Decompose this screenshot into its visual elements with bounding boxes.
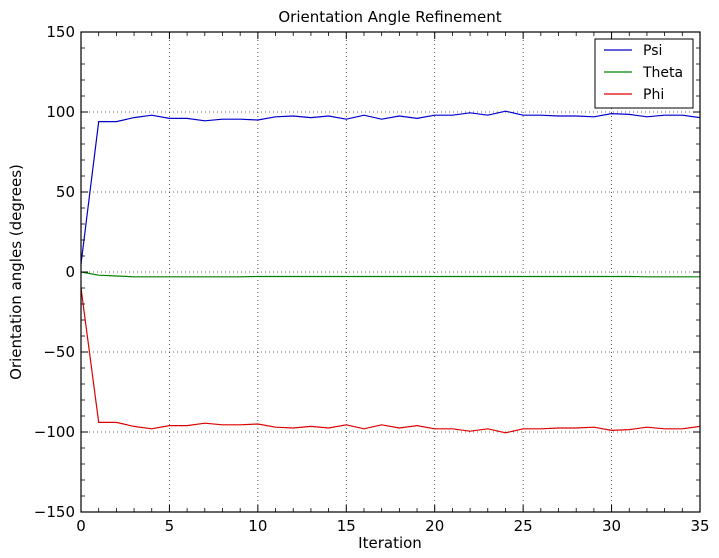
series-lines: [80, 110, 701, 434]
legend-label-psi: Psi: [643, 43, 662, 59]
y-tick-label: 50: [56, 183, 75, 201]
x-tick-label: 35: [690, 517, 709, 535]
y-tick-label: −100: [34, 423, 75, 441]
series-line-phi: [80, 287, 701, 434]
series-line-psi: [80, 110, 701, 265]
x-tick-label: 30: [602, 517, 621, 535]
x-tick-label: 25: [514, 517, 533, 535]
y-tick-label: −50: [43, 343, 75, 361]
grid-lines: [81, 32, 700, 512]
x-tick-label: 15: [337, 517, 356, 535]
x-axis-label: Iteration: [358, 534, 422, 552]
x-tick-label: 0: [76, 517, 86, 535]
y-tick-label: 0: [65, 263, 75, 281]
legend-label-theta: Theta: [642, 65, 683, 81]
y-axis-label: Orientation angles (degrees): [7, 164, 25, 380]
x-tick-label: 10: [248, 517, 267, 535]
y-tick-label: −150: [34, 503, 75, 521]
x-tick-label: 20: [425, 517, 444, 535]
series-line-theta: [80, 271, 700, 278]
y-tick-label: 100: [46, 103, 75, 121]
axis-ticks: 0 5 10 15 20 25 30 35 −150 −100 −50 0 50 100 150: [34, 23, 710, 535]
chart-title: Orientation Angle Refinement: [278, 8, 501, 26]
x-tick-label: 5: [165, 517, 175, 535]
legend-label-phi: Phi: [643, 87, 664, 103]
y-tick-label: 150: [46, 23, 75, 41]
legend: Psi Theta Phi: [594, 38, 694, 109]
